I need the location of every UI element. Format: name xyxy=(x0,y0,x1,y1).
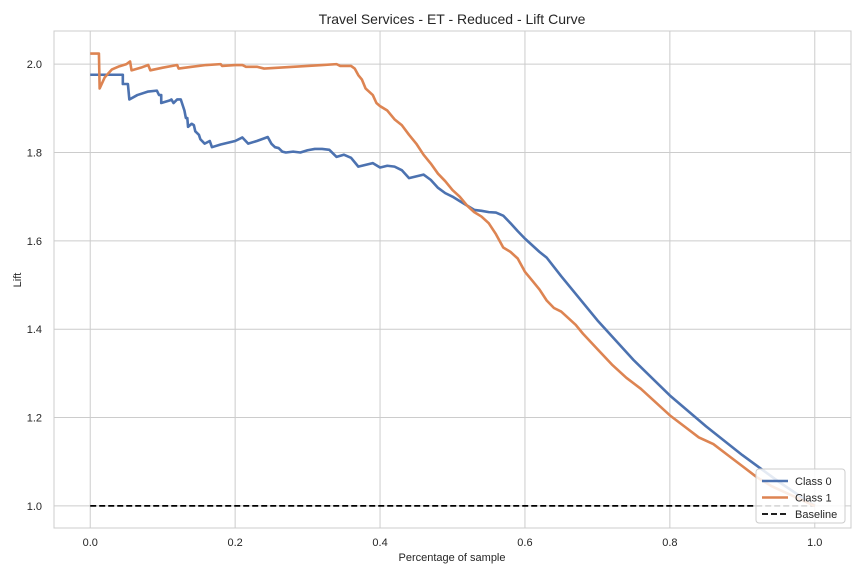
tick-labels: 0.0 0.2 0.4 0.6 0.8 1.0 1.0 1.2 1.4 1.6 1.8 2.0 xyxy=(27,59,823,549)
legend-label: Class 0 xyxy=(795,476,832,488)
x-tick-label: 0.6 xyxy=(517,537,532,549)
legend-box xyxy=(755,468,846,524)
chart-title: Travel Services - ET - Reduced - Lift Cu… xyxy=(319,11,586,27)
y-tick-label: 2.0 xyxy=(27,59,42,71)
y-tick-label: 1.0 xyxy=(27,501,42,513)
legend-label: Baseline xyxy=(795,509,837,521)
x-tick-label: 0.2 xyxy=(227,537,242,549)
x-tick-label: 0.8 xyxy=(662,537,677,549)
y-tick-label: 1.2 xyxy=(27,413,42,425)
x-tick-label: 0.4 xyxy=(372,537,387,549)
y-tick-label: 1.4 xyxy=(27,324,42,336)
series-line-class-0 xyxy=(90,73,816,507)
legend: Class 0 Class 1 Baseline xyxy=(755,468,846,524)
x-tick-label: 1.0 xyxy=(807,537,822,549)
x-tick-label: 0.0 xyxy=(83,537,98,549)
grid-lines xyxy=(54,31,851,528)
y-tick-label: 1.8 xyxy=(27,147,42,159)
x-axis-title: Percentage of sample xyxy=(398,552,505,564)
legend-label: Class 1 xyxy=(795,493,832,505)
series-lines xyxy=(90,52,816,508)
series-line-class-1 xyxy=(90,52,816,508)
y-tick-label: 1.6 xyxy=(27,236,42,248)
plot-frame xyxy=(53,30,852,529)
y-axis-title: Lift xyxy=(12,273,24,288)
